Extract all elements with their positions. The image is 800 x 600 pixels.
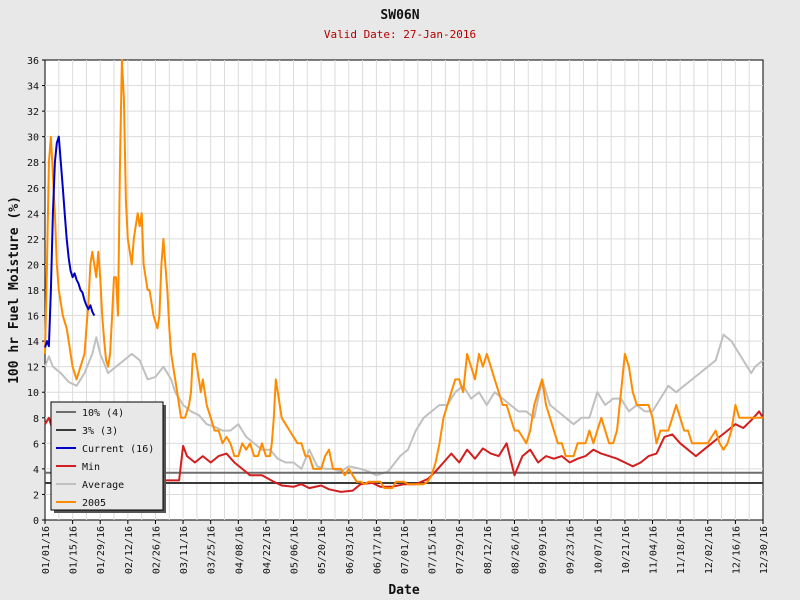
x-tick-label: 12/16/16 <box>731 526 742 574</box>
x-tick-label: 03/25/16 <box>207 526 218 574</box>
legend-box <box>50 401 164 511</box>
x-tick-label: 09/09/16 <box>538 526 549 574</box>
x-axis-label: Date <box>388 583 419 598</box>
y-tick-label: 32 <box>27 107 39 118</box>
chart-subtitle: Valid Date: 27-Jan-2016 <box>324 28 476 41</box>
y-tick-label: 8 <box>33 414 39 425</box>
x-tick-label: 07/01/16 <box>400 526 411 574</box>
y-tick-label: 14 <box>27 337 39 348</box>
legend-label: Current (16) <box>82 444 154 455</box>
x-tick-label: 11/18/16 <box>676 526 687 574</box>
y-tick-label: 16 <box>27 312 39 323</box>
series-2005-line <box>44 59 763 490</box>
y-tick-label: 12 <box>27 363 39 374</box>
y-tick-label: 22 <box>27 235 39 246</box>
x-tick-label: 02/26/16 <box>151 526 162 574</box>
x-tick-label: 06/17/16 <box>372 526 383 574</box>
x-tick-label: 01/29/16 <box>96 526 107 574</box>
legend-label: Average <box>82 480 124 491</box>
x-tick-label: 06/03/16 <box>345 526 356 574</box>
legend: 10% (4) 3% (3) Current (16) Min Average 2005 <box>50 401 166 513</box>
x-tick-label: 04/08/16 <box>234 526 245 574</box>
y-tick-label: 34 <box>27 82 39 93</box>
x-tick-label: 01/15/16 <box>69 526 80 574</box>
legend-label: 2005 <box>82 498 106 509</box>
y-tick-label: 30 <box>27 133 39 144</box>
y-tick-label: 4 <box>33 465 39 476</box>
x-tick-label: 12/02/16 <box>704 526 715 574</box>
series-current-16-line <box>44 135 96 348</box>
y-axis-label: 100 hr Fuel Moisture (%) <box>7 196 22 384</box>
x-tick-label: 05/06/16 <box>290 526 301 574</box>
series-average-line <box>44 333 764 477</box>
y-tick-label: 6 <box>33 439 39 450</box>
x-tick-label: 07/29/16 <box>455 526 466 574</box>
y-tick-label: 28 <box>27 158 39 169</box>
y-tick-label: 2 <box>33 490 39 501</box>
legend-label: 10% (4) <box>82 408 124 419</box>
x-tick-label: 07/15/16 <box>428 526 439 574</box>
chart-title: SW06N <box>380 8 419 23</box>
y-tick-label: 24 <box>27 209 39 220</box>
y-tick-label: 0 <box>33 516 39 527</box>
grid-lines <box>45 60 763 520</box>
y-tick-label: 20 <box>27 260 39 271</box>
legend-label: 3% (3) <box>82 426 118 437</box>
y-tick-label: 10 <box>27 388 39 399</box>
x-tick-label: 08/26/16 <box>510 526 521 574</box>
legend-label: Min <box>82 462 100 473</box>
x-tick-label: 10/07/16 <box>593 526 604 574</box>
x-tick-label: 10/21/16 <box>621 526 632 574</box>
x-tick-label: 01/01/16 <box>41 526 52 574</box>
x-tick-label: 12/30/16 <box>759 526 770 574</box>
x-tick-label: 04/22/16 <box>262 526 273 574</box>
x-tick-label: 03/11/16 <box>179 526 190 574</box>
y-tick-label: 18 <box>27 286 39 297</box>
x-axis: 01/01/16 01/15/16 01/29/16 02/12/16 02/26/16… <box>41 520 770 574</box>
x-tick-label: 11/04/16 <box>649 526 660 574</box>
x-tick-label: 02/12/16 <box>124 526 135 574</box>
x-tick-label: 08/12/16 <box>483 526 494 574</box>
x-tick-label: 05/20/16 <box>317 526 328 574</box>
x-tick-label: 09/23/16 <box>566 526 577 574</box>
y-tick-label: 26 <box>27 184 39 195</box>
y-tick-label: 36 <box>27 56 39 67</box>
